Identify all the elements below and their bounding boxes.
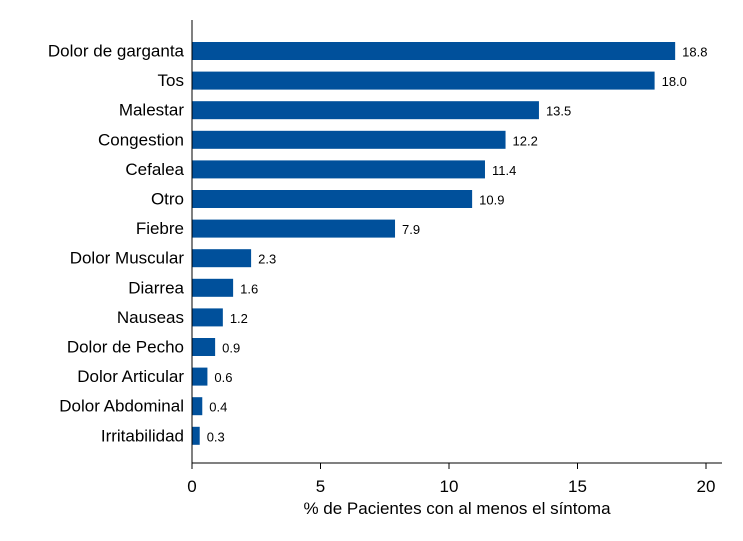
category-label: Malestar bbox=[119, 101, 185, 120]
x-tick-label: 10 bbox=[440, 477, 459, 496]
value-label: 1.6 bbox=[240, 281, 258, 296]
x-tick-label: 15 bbox=[568, 477, 587, 496]
value-label: 12.2 bbox=[513, 133, 538, 148]
value-label: 18.0 bbox=[662, 74, 687, 89]
value-labels: 18.8 18.0 13.5 12.2 11.4 10.9 7.9 2.31.6 1.2 0.9 0… bbox=[207, 45, 708, 445]
value-label: 2.3 bbox=[258, 252, 276, 267]
value-label: 0.6 bbox=[214, 370, 232, 385]
value-label: 0.9 bbox=[222, 341, 240, 356]
category-label: Diarrea bbox=[128, 278, 184, 297]
category-label: Tos bbox=[158, 71, 184, 90]
value-label: 13.5 bbox=[546, 104, 571, 119]
x-axis-ticks: 0 5 10 15 20 bbox=[187, 463, 715, 496]
x-tick-label: 20 bbox=[697, 477, 716, 496]
bar bbox=[192, 160, 485, 179]
x-axis-title: % de Pacientes con al menos el síntoma bbox=[303, 499, 611, 518]
value-label: 11.4 bbox=[492, 163, 516, 178]
category-labels: Dolor de garganta Tos Malestar Congestion Ce… bbox=[48, 42, 185, 446]
x-tick-label: 0 bbox=[187, 477, 196, 496]
bar bbox=[192, 426, 200, 445]
category-label: Dolor Abdominal bbox=[59, 397, 184, 416]
value-label: 10.9 bbox=[479, 193, 504, 208]
value-label: 0.3 bbox=[207, 429, 225, 444]
category-label: Congestion bbox=[98, 130, 184, 149]
bar bbox=[192, 42, 676, 60]
bar bbox=[192, 190, 473, 208]
value-label: 7.9 bbox=[402, 222, 420, 237]
bars-group bbox=[192, 42, 676, 445]
category-label: Cefalea bbox=[125, 160, 184, 179]
bar bbox=[192, 367, 208, 386]
value-label: 0.4 bbox=[209, 400, 227, 415]
category-label: Irritabilidad bbox=[101, 426, 184, 445]
bar bbox=[192, 308, 223, 327]
category-label: Dolor de Pecho bbox=[67, 338, 184, 357]
bar bbox=[192, 249, 252, 268]
category-label: Dolor de garganta bbox=[48, 42, 185, 61]
bar bbox=[192, 397, 203, 416]
bar bbox=[192, 338, 216, 356]
x-tick-label: 5 bbox=[316, 477, 325, 496]
bar bbox=[192, 278, 234, 297]
category-label: Fiebre bbox=[136, 219, 184, 238]
category-label: Dolor Muscular bbox=[70, 249, 185, 268]
value-label: 1.2 bbox=[230, 311, 248, 326]
bar bbox=[192, 101, 539, 120]
bar bbox=[192, 71, 655, 90]
value-label: 18.8 bbox=[682, 45, 707, 60]
category-label: Dolor Articular bbox=[77, 367, 184, 386]
bar bbox=[192, 219, 396, 238]
category-label: Otro bbox=[151, 190, 184, 209]
category-label: Nauseas bbox=[117, 308, 184, 327]
bar bbox=[192, 130, 506, 149]
